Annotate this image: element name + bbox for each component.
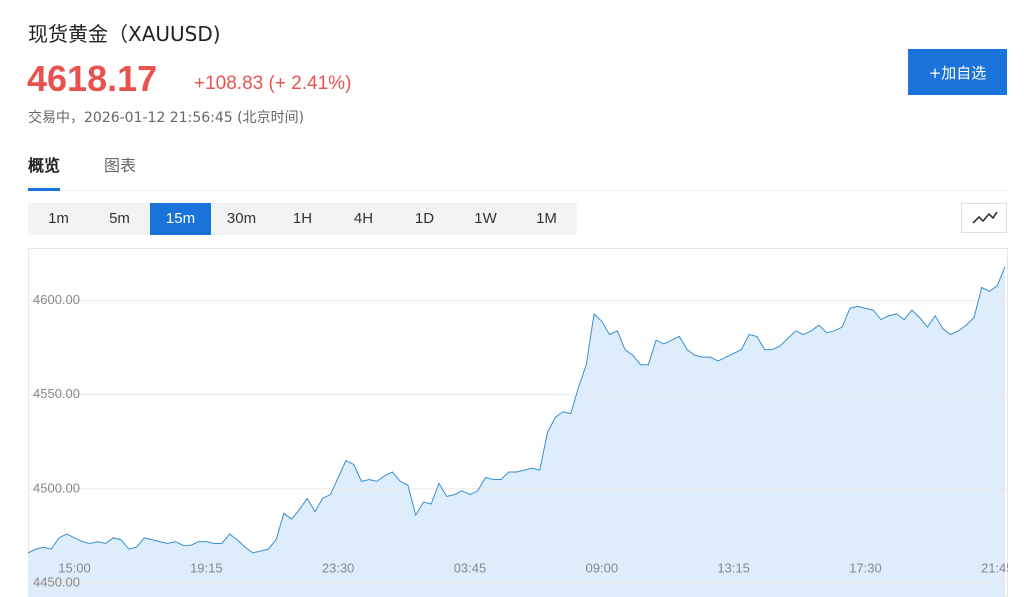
add-watchlist-button[interactable]: +加自选 xyxy=(908,49,1007,95)
trading-status: 交易中，2026-01-12 21:56:45 (北京时间) xyxy=(28,110,305,126)
period-button[interactable]: 1m xyxy=(28,203,89,235)
chart: 4450.00 4500.00 4550.00 4600.00 15:00 19:15 23… xyxy=(28,248,1014,597)
period-button[interactable]: 1D xyxy=(394,203,455,235)
x-tick-label: 09:00 xyxy=(586,560,619,575)
y-tick-label: 4450.00 xyxy=(33,574,80,589)
period-button[interactable]: 4H xyxy=(333,203,394,235)
x-tick-label: 13:15 xyxy=(717,560,750,575)
period-button[interactable]: 15m xyxy=(150,203,211,235)
price-line xyxy=(28,266,1006,554)
x-tick-label: 23:30 xyxy=(322,560,355,575)
x-tick-label: 21:45 xyxy=(981,560,1014,575)
price-change: +108.83 (+ 2.41%) xyxy=(194,73,352,94)
price: 4618.17 xyxy=(27,58,158,99)
x-tick-label: 17:30 xyxy=(849,560,882,575)
plot xyxy=(28,266,1008,597)
y-tick-label: 4500.00 xyxy=(33,480,80,495)
y-tick-label: 4600.00 xyxy=(33,292,80,307)
y-tick-label: 4550.00 xyxy=(33,386,80,401)
period-button[interactable]: 30m xyxy=(211,203,272,235)
tab[interactable]: 图表 xyxy=(104,156,137,175)
chart-type-button[interactable] xyxy=(961,203,1007,233)
x-axis: 15:00 19:15 23:30 03:45 09:00 13:15 17:30 21:45 xyxy=(58,560,1014,575)
period-selector: 1m 5m 15m 30m 1H 4H 1D 1W 1M xyxy=(28,203,577,235)
x-tick-label: 03:45 xyxy=(454,560,487,575)
line-icon xyxy=(972,211,998,224)
period-button[interactable]: 1M xyxy=(516,203,577,235)
period-button[interactable]: 5m xyxy=(89,203,150,235)
title: 现货黄金（XAUUSD) xyxy=(28,22,221,46)
tab[interactable]: 概览 xyxy=(28,152,61,191)
period-button[interactable]: 1W xyxy=(455,203,516,235)
tab-bar: 概览 图表 xyxy=(28,152,1008,191)
area-fill xyxy=(28,266,1005,597)
x-tick-label: 19:15 xyxy=(190,560,223,575)
x-tick-label: 15:00 xyxy=(58,560,91,575)
period-button[interactable]: 1H xyxy=(272,203,333,235)
